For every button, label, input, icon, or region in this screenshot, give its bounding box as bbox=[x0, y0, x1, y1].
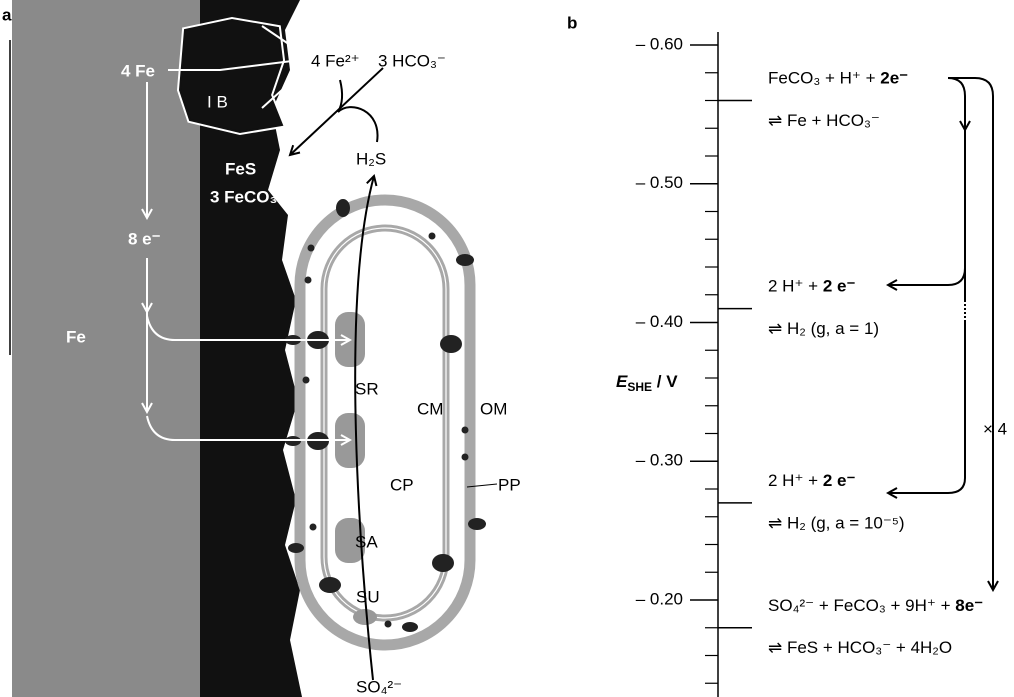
reactants: SO₄²⁻ + FeCO₃ + 9H⁺ + bbox=[768, 596, 955, 615]
products: ⇌ Fe + HCO₃⁻ bbox=[768, 111, 880, 130]
ferrous-label: 4 Fe²⁺ bbox=[311, 51, 360, 70]
fes-label: FeS bbox=[225, 159, 256, 178]
products: ⇌ H₂ (g, a = 1) bbox=[768, 319, 879, 338]
electron-count: 2 e⁻ bbox=[823, 277, 856, 296]
tick-label: – 0.20 bbox=[636, 589, 683, 608]
protein bbox=[288, 543, 304, 553]
cell-label: OM bbox=[480, 399, 507, 418]
electron-count: 8e⁻ bbox=[955, 596, 983, 615]
protein bbox=[319, 577, 341, 593]
protein bbox=[456, 254, 474, 266]
cell-label: SA bbox=[355, 532, 378, 551]
enzymes bbox=[335, 312, 377, 625]
panel-a bbox=[9, 0, 498, 697]
transfer-arrows bbox=[888, 77, 993, 590]
electron-arrows bbox=[147, 25, 350, 440]
iron-region bbox=[12, 0, 202, 697]
corrosion-layer bbox=[185, 0, 302, 697]
products: ⇌ FeS + HCO₃⁻ + 4H₂O bbox=[768, 638, 952, 657]
half-reaction: 2 H⁺ + 2 e⁻ bbox=[768, 277, 855, 296]
outer-membrane bbox=[294, 194, 476, 651]
axis-unit: / V bbox=[652, 372, 678, 391]
axis-subscript: SHE bbox=[627, 380, 652, 394]
tick-label: – 0.60 bbox=[636, 34, 683, 53]
feco3-label: 3 FeCO₃ bbox=[210, 187, 277, 206]
protein bbox=[336, 199, 350, 217]
inclusion-label: I B bbox=[207, 92, 228, 111]
electron-count: 2e⁻ bbox=[880, 69, 908, 88]
pp-pointer bbox=[466, 483, 498, 488]
inclusion-body bbox=[178, 18, 284, 134]
bicarbonate-label: 3 HCO₃⁻ bbox=[378, 51, 446, 70]
protein bbox=[402, 622, 418, 632]
electron-count: 2 e⁻ bbox=[823, 471, 856, 490]
multiplier-label: × 4 bbox=[983, 419, 1007, 438]
sulfur-arrows bbox=[290, 67, 384, 681]
cell-label: PP bbox=[498, 475, 521, 494]
reactants: FeCO₃ + H⁺ + bbox=[768, 69, 880, 88]
tick-label: – 0.50 bbox=[636, 173, 683, 192]
half-reaction: 2 H⁺ + 2 e⁻ bbox=[768, 471, 855, 490]
protein bbox=[468, 518, 486, 530]
cell-label: CM bbox=[417, 399, 443, 418]
electrons-label: 8 e⁻ bbox=[128, 229, 161, 248]
panel-label: b bbox=[567, 13, 577, 32]
axis-symbol: E bbox=[616, 372, 628, 391]
reactants: 2 H⁺ + bbox=[768, 471, 823, 490]
iron-atoms: 4 Fe bbox=[121, 61, 155, 80]
cell-label: CP bbox=[390, 475, 414, 494]
half-reaction: FeCO₃ + H⁺ + 2e⁻ bbox=[768, 69, 908, 88]
protein bbox=[432, 554, 454, 572]
cell-label: SU bbox=[356, 587, 380, 606]
sulfate-label: SO₄²⁻ bbox=[356, 677, 402, 696]
tick-label: – 0.30 bbox=[636, 451, 683, 470]
cell-label: SR bbox=[355, 379, 379, 398]
products: ⇌ H₂ (g, a = 10⁻⁵) bbox=[768, 513, 905, 532]
panel-b bbox=[717, 32, 993, 697]
iron-label: Fe bbox=[66, 327, 86, 346]
enzyme bbox=[335, 518, 365, 563]
reactants: 2 H⁺ + bbox=[768, 277, 823, 296]
membrane-line bbox=[323, 227, 447, 619]
tick-label: – 0.40 bbox=[636, 312, 683, 331]
axis-label: ESHE / V bbox=[616, 372, 678, 394]
enzyme bbox=[353, 609, 377, 625]
protein bbox=[440, 335, 462, 353]
h2s-label: H₂S bbox=[356, 149, 386, 168]
proteins bbox=[285, 199, 486, 632]
panel-label: a bbox=[2, 5, 12, 24]
half-reaction: SO₄²⁻ + FeCO₃ + 9H⁺ + 8e⁻ bbox=[768, 596, 983, 615]
